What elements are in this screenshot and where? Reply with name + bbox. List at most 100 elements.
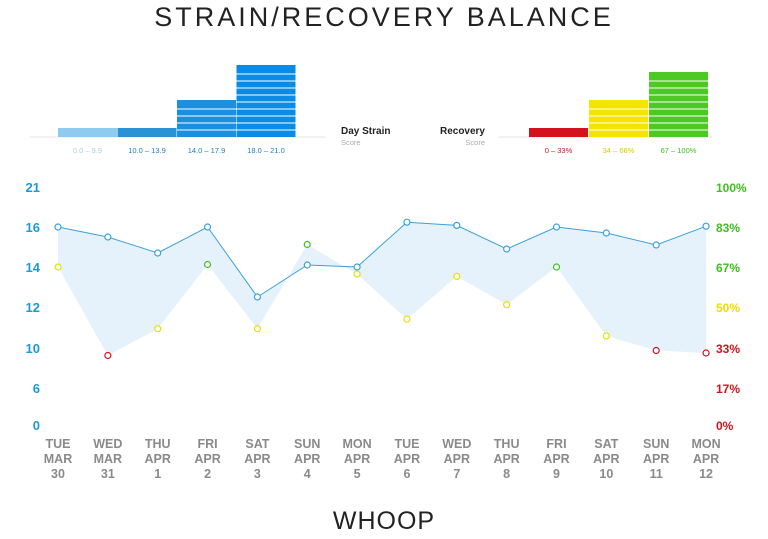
strain-point	[154, 249, 162, 257]
x-tick-day: WED	[93, 437, 122, 451]
left-axis-tick: 12	[26, 300, 40, 315]
right-axis-tick: 17%	[716, 382, 740, 396]
x-tick-month: APR	[294, 452, 320, 466]
x-tick-month: APR	[194, 452, 220, 466]
x-tick-month: MAR	[44, 452, 72, 466]
x-tick-date: 12	[699, 467, 713, 481]
recovery-bin-bar	[529, 128, 588, 137]
strain-point	[203, 223, 212, 231]
x-tick-date: 7	[453, 467, 460, 481]
x-tick-day: SAT	[594, 437, 618, 451]
strain-legend: 0.0 – 9.9 10.0 – 13.9 14.0 – 17.9 18.0 – 21…	[30, 65, 326, 155]
x-tick-date: 6	[403, 467, 410, 481]
recovery-points	[54, 240, 710, 360]
right-axis-tick: 50%	[716, 301, 740, 315]
x-axis: TUEMAR30WEDMAR31THUAPR1FRIAPR2SATAPR3SUN…	[44, 437, 721, 481]
strain-point	[503, 245, 511, 253]
x-tick-day: THU	[145, 437, 171, 451]
whoop-logo: WHOOP	[333, 507, 435, 535]
x-tick-date: 30	[51, 467, 65, 481]
strain-point	[652, 241, 660, 249]
strain-point	[552, 223, 561, 231]
recovery-bin-bar	[649, 72, 708, 137]
x-tick-month: APR	[643, 452, 669, 466]
recovery-legend-sublabel: Score	[465, 138, 485, 147]
recovery-point	[602, 332, 610, 340]
strain-point	[602, 229, 610, 237]
right-axis-tick: 100%	[716, 181, 747, 195]
x-tick-day: TUE	[46, 437, 71, 451]
left-axis: 21 16 14 12 10 6 0	[26, 180, 41, 433]
x-tick-date: 4	[304, 467, 311, 481]
x-tick-month: APR	[144, 452, 170, 466]
strain-line	[57, 221, 707, 298]
strain-bin-bar	[177, 100, 236, 137]
x-tick-month: APR	[394, 452, 420, 466]
x-tick-date: 11	[650, 467, 663, 481]
strain-bin-bar	[117, 128, 177, 137]
strain-bin-range: 10.0 – 13.9	[128, 146, 166, 155]
strain-point	[253, 293, 261, 301]
x-tick-day: SAT	[245, 437, 269, 451]
strain-point	[453, 221, 461, 229]
recovery-bin-bar	[589, 100, 648, 137]
strain-bin-bar	[58, 128, 117, 137]
strain-legend-sublabel: Score	[341, 138, 361, 147]
left-axis-tick: 10	[26, 341, 40, 356]
strain-point	[702, 222, 710, 230]
right-axis-tick: 33%	[716, 342, 740, 356]
x-tick-day: SUN	[294, 437, 320, 451]
strain-point	[403, 218, 411, 226]
x-tick-date: 10	[599, 467, 613, 481]
left-axis-tick: 21	[26, 180, 40, 195]
strain-bin-range: 14.0 – 17.9	[188, 146, 226, 155]
recovery-point	[104, 351, 112, 360]
strain-bin-bar	[236, 65, 296, 137]
x-tick-date: 31	[101, 467, 115, 481]
strain-point	[104, 233, 112, 241]
recovery-point	[54, 263, 62, 271]
right-axis-tick: 67%	[716, 261, 740, 275]
x-tick-month: APR	[543, 452, 569, 466]
x-tick-date: 2	[204, 467, 211, 481]
x-tick-date: 9	[553, 467, 560, 481]
strain-recovery-gap-area	[58, 222, 707, 356]
chart-title: STRAIN/RECOVERY BALANCE	[154, 2, 614, 32]
x-tick-day: MON	[343, 437, 372, 451]
strain-point	[353, 263, 361, 271]
recovery-point	[303, 240, 311, 249]
strain-points	[54, 218, 710, 301]
recovery-point	[652, 346, 660, 355]
x-tick-day: FRI	[546, 437, 566, 451]
recovery-bin-range: 0 – 33%	[545, 146, 573, 155]
strain-legend-label: Day Strain	[341, 126, 390, 137]
x-tick-date: 8	[503, 467, 510, 481]
strain-bin-range: 18.0 – 21.0	[247, 146, 285, 155]
strain-point	[303, 261, 311, 269]
recovery-bin-range: 67 – 100%	[661, 146, 697, 155]
recovery-point	[702, 349, 710, 357]
recovery-legend-label: Recovery	[440, 126, 485, 137]
x-tick-day: FRI	[197, 437, 217, 451]
x-tick-month: MAR	[94, 452, 122, 466]
recovery-point	[353, 270, 361, 278]
x-tick-date: 5	[354, 467, 361, 481]
x-tick-month: APR	[493, 452, 519, 466]
recovery-point	[403, 315, 411, 323]
x-tick-month: APR	[693, 452, 719, 466]
recovery-point	[203, 260, 212, 269]
x-tick-day: SUN	[643, 437, 669, 451]
x-tick-date: 1	[154, 467, 161, 481]
x-tick-day: TUE	[394, 437, 419, 451]
